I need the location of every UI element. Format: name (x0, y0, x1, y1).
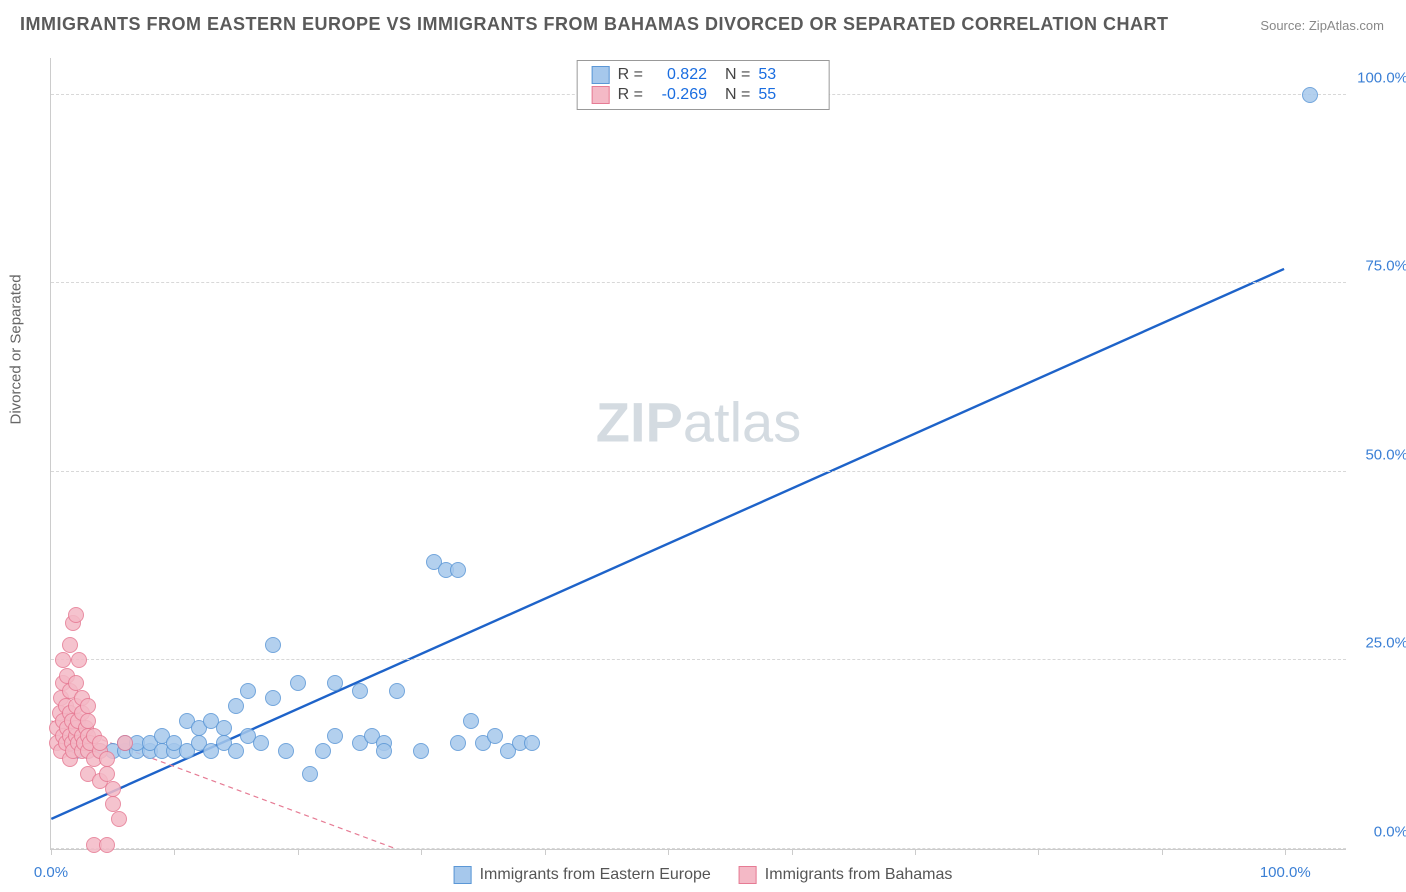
stat-n-label: N = (725, 86, 750, 104)
watermark-rest: atlas (683, 390, 801, 453)
scatter-marker (265, 690, 281, 706)
scatter-marker (216, 720, 232, 736)
x-tick (668, 849, 669, 855)
x-tick (1162, 849, 1163, 855)
gridline-h (51, 659, 1346, 660)
scatter-marker (240, 683, 256, 699)
legend-swatch (739, 866, 757, 884)
scatter-marker (278, 743, 294, 759)
scatter-marker (463, 713, 479, 729)
scatter-marker (105, 796, 121, 812)
series-swatch (592, 66, 610, 84)
scatter-marker (265, 637, 281, 653)
scatter-marker (487, 728, 503, 744)
scatter-marker (99, 766, 115, 782)
correlation-stats-box: R = 0.822 N = 53 R = -0.269 N = 55 (577, 60, 830, 110)
scatter-marker (524, 735, 540, 751)
scatter-marker (228, 743, 244, 759)
scatter-marker (80, 698, 96, 714)
scatter-marker (450, 562, 466, 578)
scatter-marker (68, 675, 84, 691)
trend-line (51, 269, 1284, 819)
legend-item: Immigrants from Bahamas (739, 866, 953, 884)
scatter-marker (315, 743, 331, 759)
scatter-marker (111, 811, 127, 827)
scatter-marker (1302, 87, 1318, 103)
y-tick-label: 100.0% (1352, 69, 1406, 86)
scatter-marker (290, 675, 306, 691)
scatter-marker (327, 728, 343, 744)
chart-title: IMMIGRANTS FROM EASTERN EUROPE VS IMMIGR… (20, 14, 1169, 35)
series-swatch (592, 86, 610, 104)
y-tick-label: 50.0% (1352, 446, 1406, 463)
y-tick-label: 75.0% (1352, 258, 1406, 275)
x-tick (174, 849, 175, 855)
scatter-marker (99, 837, 115, 853)
source-label: Source: (1260, 18, 1305, 33)
scatter-marker (117, 735, 133, 751)
scatter-marker (228, 698, 244, 714)
x-tick-label: 0.0% (34, 864, 68, 881)
x-tick (51, 849, 52, 855)
x-tick (421, 849, 422, 855)
y-tick-label: 0.0% (1352, 824, 1406, 841)
scatter-plot-area: ZIPatlas 0.0%25.0%50.0%75.0%100.0%0.0%10… (50, 58, 1346, 850)
x-tick (792, 849, 793, 855)
scatter-marker (92, 735, 108, 751)
scatter-marker (327, 675, 343, 691)
legend-swatch (454, 866, 472, 884)
scatter-marker (253, 735, 269, 751)
x-tick (1285, 849, 1286, 855)
stat-n-label: N = (725, 66, 750, 84)
x-tick (1038, 849, 1039, 855)
stat-r-value: 0.822 (651, 66, 707, 84)
stat-n-value: 55 (758, 86, 814, 104)
stats-row: R = -0.269 N = 55 (592, 85, 815, 105)
legend-label: Immigrants from Bahamas (765, 866, 953, 884)
legend-label: Immigrants from Eastern Europe (480, 866, 711, 884)
scatter-marker (62, 637, 78, 653)
gridline-h (51, 471, 1346, 472)
watermark-bold: ZIP (596, 390, 683, 453)
scatter-marker (68, 607, 84, 623)
scatter-marker (105, 781, 121, 797)
y-axis-label: Divorced or Separated (8, 274, 25, 424)
scatter-marker (302, 766, 318, 782)
scatter-marker (389, 683, 405, 699)
legend-item: Immigrants from Eastern Europe (454, 866, 711, 884)
source-value: ZipAtlas.com (1309, 18, 1384, 33)
series-legend: Immigrants from Eastern Europe Immigrants… (454, 866, 953, 884)
y-tick-label: 25.0% (1352, 635, 1406, 652)
scatter-marker (376, 743, 392, 759)
gridline-h (51, 282, 1346, 283)
source-attribution: Source: ZipAtlas.com (1260, 18, 1384, 33)
x-tick (545, 849, 546, 855)
stat-r-label: R = (618, 66, 643, 84)
scatter-marker (413, 743, 429, 759)
stat-r-label: R = (618, 86, 643, 104)
x-tick (298, 849, 299, 855)
stats-row: R = 0.822 N = 53 (592, 65, 815, 85)
scatter-marker (352, 683, 368, 699)
scatter-marker (55, 652, 71, 668)
gridline-h (51, 848, 1346, 849)
stat-r-value: -0.269 (651, 86, 707, 104)
x-tick (915, 849, 916, 855)
scatter-marker (71, 652, 87, 668)
scatter-marker (450, 735, 466, 751)
watermark-logo: ZIPatlas (596, 389, 801, 454)
stat-n-value: 53 (758, 66, 814, 84)
scatter-marker (80, 713, 96, 729)
x-tick-label: 100.0% (1260, 864, 1311, 881)
scatter-marker (99, 751, 115, 767)
